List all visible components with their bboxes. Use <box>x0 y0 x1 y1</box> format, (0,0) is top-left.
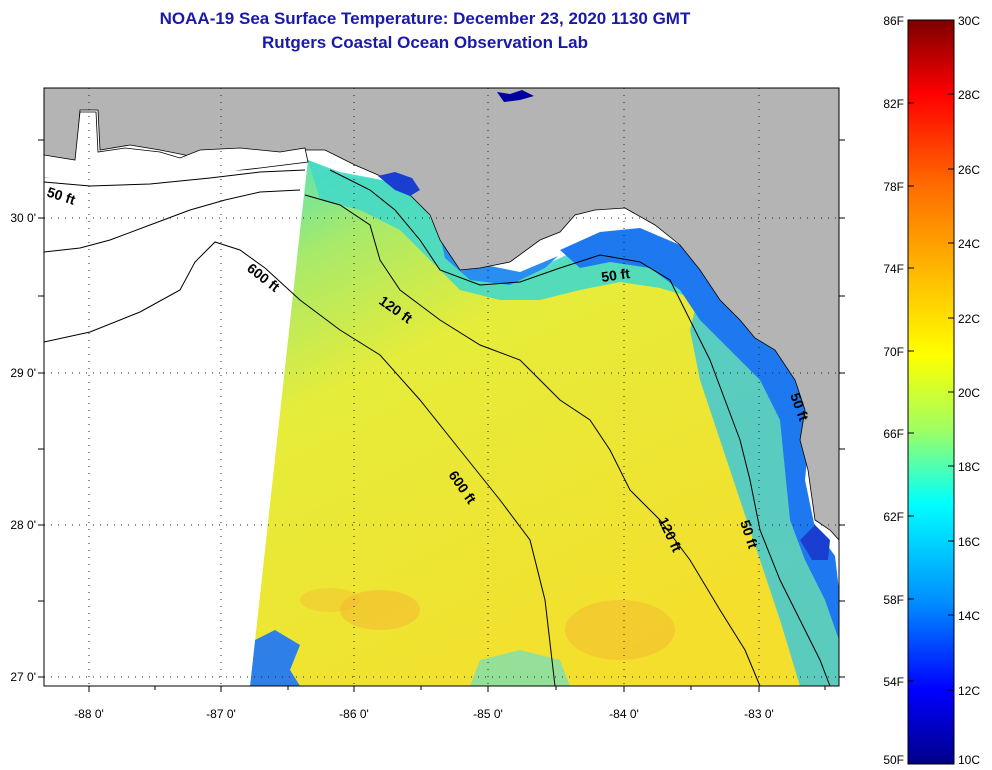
lon-label: -85 0' <box>473 707 503 721</box>
colorbar-c-label: 10C <box>958 753 980 767</box>
sst-cool-south-center <box>470 650 570 686</box>
colorbar-c-label: 20C <box>958 386 980 400</box>
sst-cold-bigbend <box>440 236 558 285</box>
inland-lake <box>497 90 534 102</box>
colorbar-f-label: 62F <box>883 510 904 524</box>
colorbar-c-label: 12C <box>958 684 980 698</box>
lon-label: -88 0' <box>74 707 104 721</box>
lon-label: -87 0' <box>206 707 236 721</box>
colorbar-f-label: 50F <box>883 753 904 767</box>
colorbar-c-label: 30C <box>958 14 980 28</box>
colorbar-f-label: 86F <box>883 14 904 28</box>
colorbar <box>907 19 955 765</box>
contour-label-50ft-north: 50 ft <box>600 265 631 285</box>
land-mass <box>44 88 839 541</box>
colorbar-c-label: 16C <box>958 535 980 549</box>
title-line-2: Rutgers Coastal Ocean Observation Lab <box>262 33 588 52</box>
colorbar-c-ticks <box>948 19 954 691</box>
lon-label: -84 0' <box>609 707 639 721</box>
colorbar-f-label: 66F <box>883 427 904 441</box>
sst-cool-nearshore-east <box>690 290 839 686</box>
colorbar-c-label: 14C <box>958 609 980 623</box>
sst-cool-southwest <box>250 630 300 686</box>
tampa-bay <box>800 525 830 560</box>
contour-50ft <box>329 169 831 686</box>
contour-600ft <box>264 267 556 686</box>
no-data-area <box>44 168 306 686</box>
contour-50ft-west <box>44 169 306 187</box>
contour-120ft <box>304 194 761 686</box>
colorbar-c-label: 22C <box>958 312 980 326</box>
colorbar-c-label: 26C <box>958 163 980 177</box>
axis-ticks <box>38 139 845 692</box>
contour-600ft-west <box>44 241 266 343</box>
coastal-bay <box>378 172 420 196</box>
lon-label: -86 0' <box>339 707 369 721</box>
lat-label: 27 0' <box>10 670 36 684</box>
lat-label: 28 0' <box>10 518 36 532</box>
lat-label: 29 0' <box>10 366 36 380</box>
sst-warm-patch-3 <box>300 588 360 612</box>
colorbar-c-label: 24C <box>958 237 980 251</box>
colorbar-f-label: 54F <box>883 675 904 689</box>
map-frame <box>43 87 840 687</box>
colorbar-f-label: 70F <box>883 345 904 359</box>
sst-cold-coastal <box>560 228 839 640</box>
colorbar-f-ticks <box>908 19 914 682</box>
colorbar-c-label: 18C <box>958 460 980 474</box>
colorbar-f-label: 82F <box>883 97 904 111</box>
lon-label: -83 0' <box>744 707 774 721</box>
sst-warm-patch-1 <box>340 590 420 630</box>
colorbar-f-label: 74F <box>883 262 904 276</box>
colorbar-f-label: 58F <box>883 593 904 607</box>
sst-warm-patch-2 <box>565 600 675 660</box>
lat-label: 30 0' <box>10 211 36 225</box>
colorbar-f-label: 78F <box>883 180 904 194</box>
colorbar-c-label: 28C <box>958 88 980 102</box>
title-line-1: NOAA-19 Sea Surface Temperature: Decembe… <box>159 9 691 28</box>
